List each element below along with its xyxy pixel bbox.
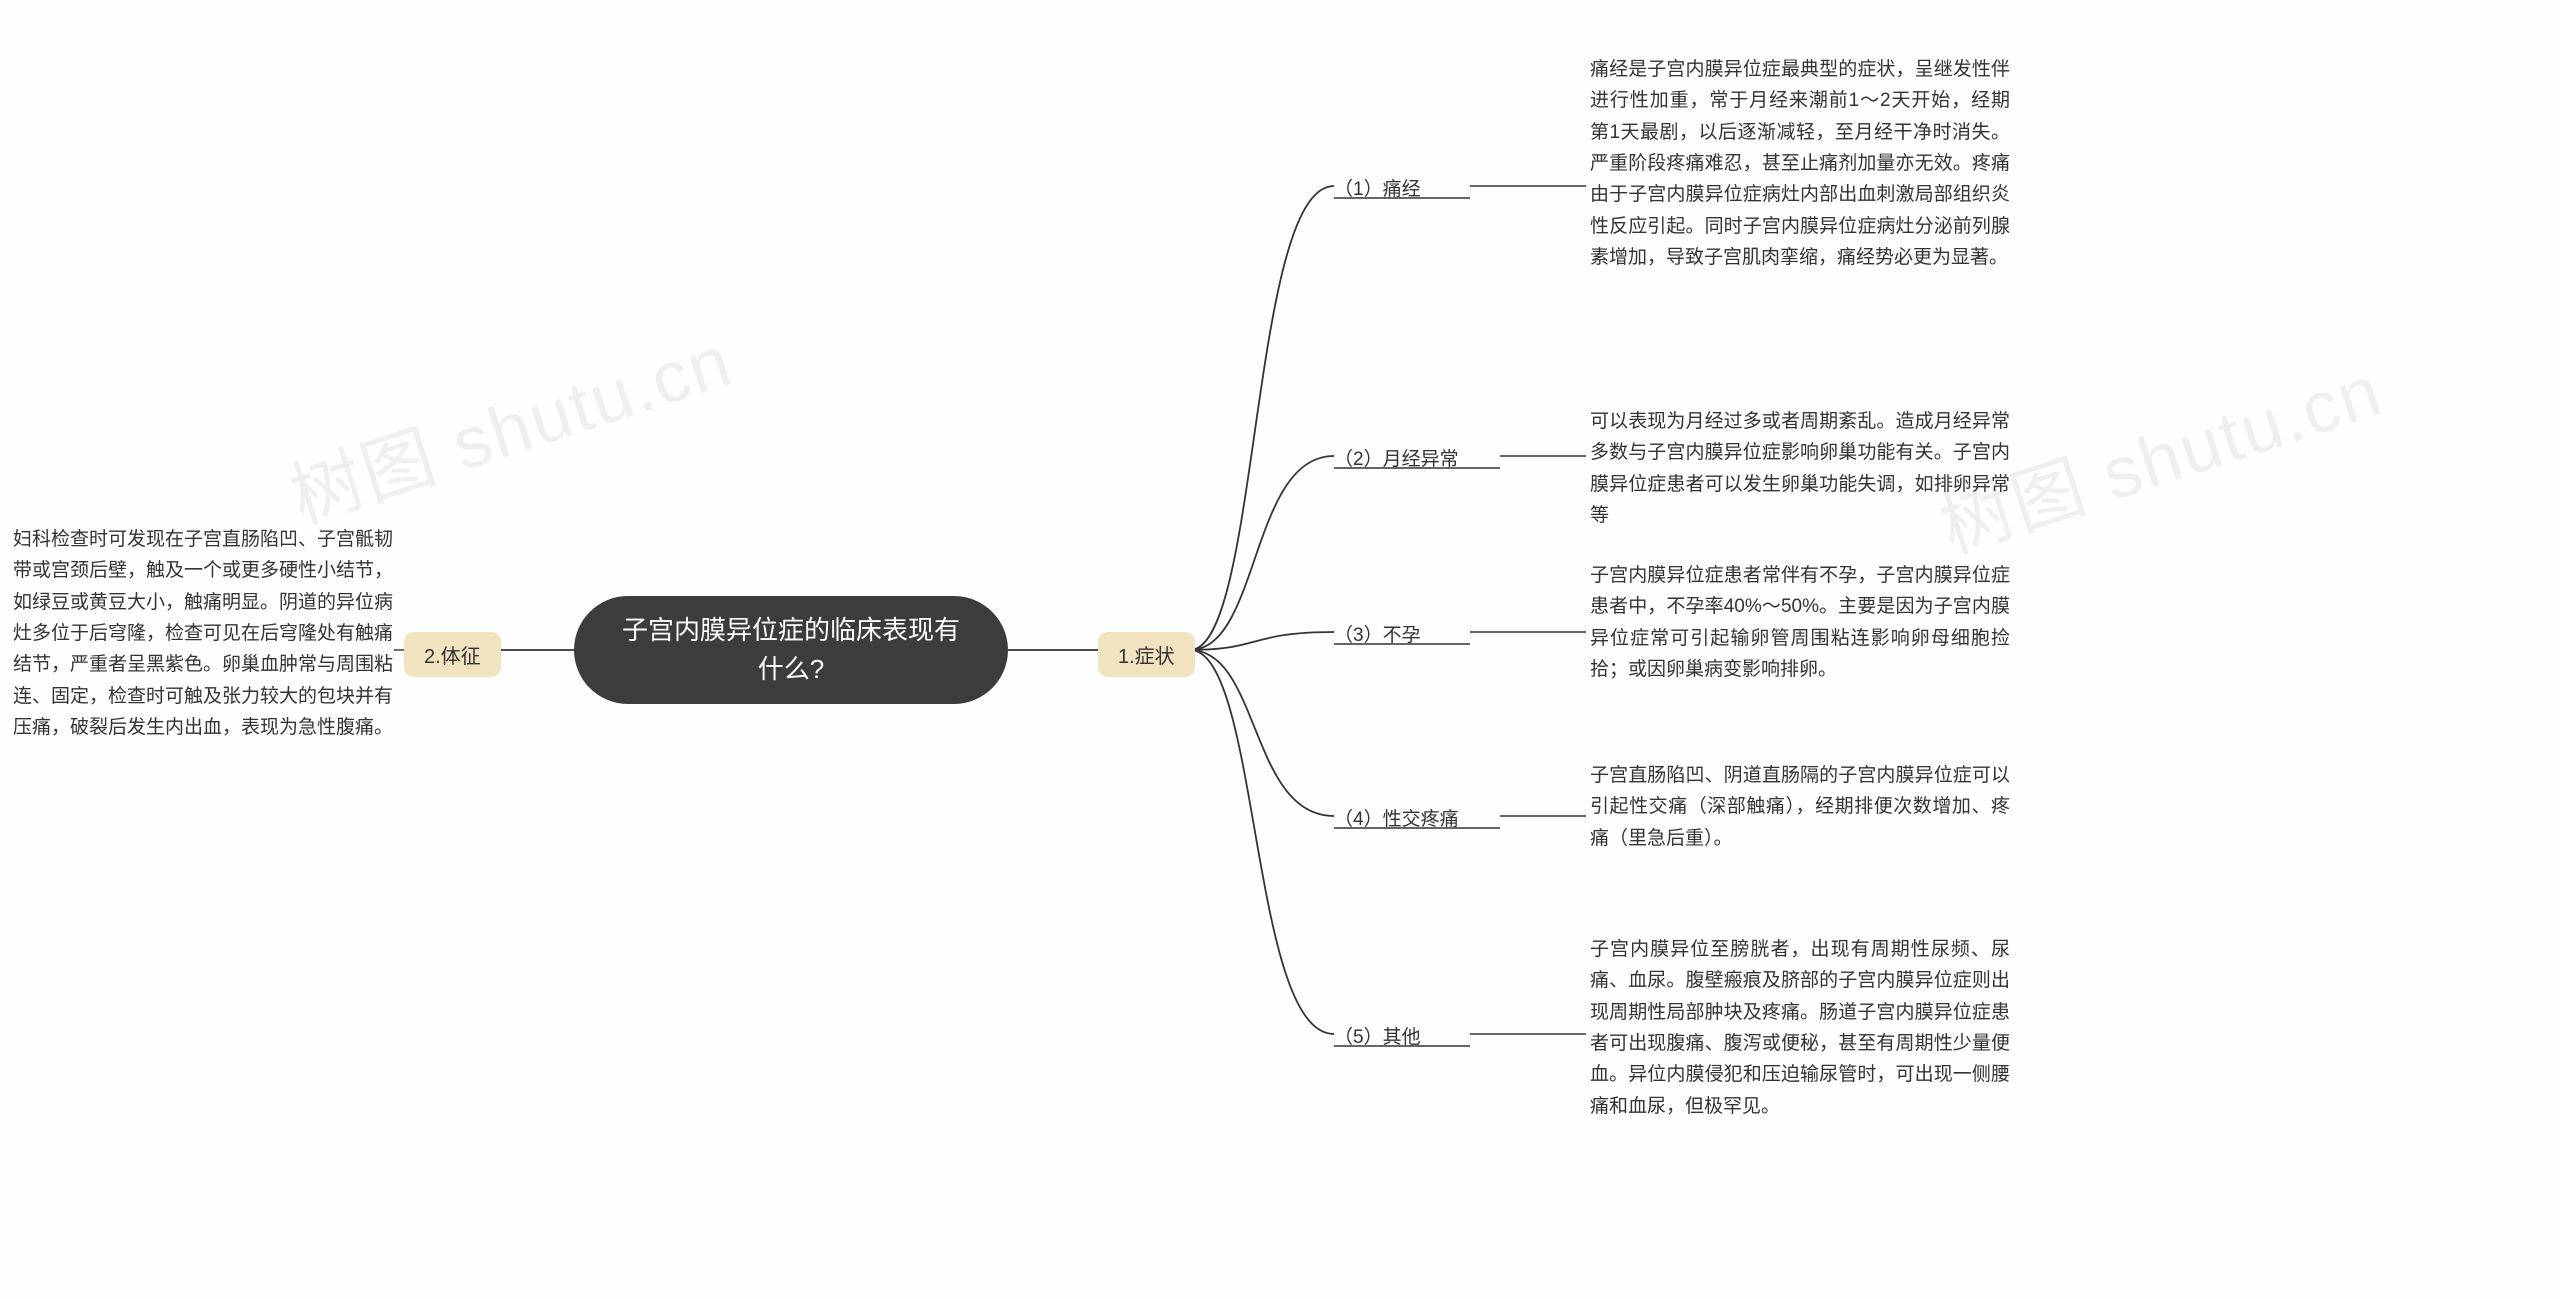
leaf-signs: 妇科检查时可发现在子宫直肠陷凹、子宫骶韧带或宫颈后壁，触及一个或更多硬性小结节，…	[13, 524, 393, 743]
node-menstrual-abnormal[interactable]: （2）月经异常	[1334, 444, 1459, 471]
branch-symptoms-label: 1.症状	[1118, 646, 1175, 668]
leaf-menstrual-abnormal: 可以表现为月经过多或者周期紊乱。造成月经异常多数与子宫内膜异位症影响卵巢功能有关…	[1590, 406, 2010, 531]
leaf-other: 子宫内膜异位至膀胱者，出现有周期性尿频、尿痛、血尿。腹壁瘢痕及脐部的子宫内膜异位…	[1590, 934, 2010, 1122]
root-title: 子宫内膜异位症的临床表现有什么?	[614, 611, 968, 689]
branch-signs-label: 2.体征	[424, 646, 481, 668]
node-dyspareunia-label: （4）性交疼痛	[1334, 809, 1459, 830]
node-other-label: （5）其他	[1334, 1027, 1421, 1048]
node-dyspareunia[interactable]: （4）性交疼痛	[1334, 804, 1459, 831]
node-infertility-label: （3）不孕	[1334, 625, 1421, 646]
node-menstrual-abnormal-label: （2）月经异常	[1334, 449, 1459, 470]
node-infertility[interactable]: （3）不孕	[1334, 620, 1421, 647]
watermark-left: 树图 shutu.cn	[275, 302, 743, 543]
node-dysmenorrhea[interactable]: （1）痛经	[1334, 174, 1421, 201]
leaf-infertility: 子宫内膜异位症患者常伴有不孕，子宫内膜异位症患者中，不孕率40%～50%。主要是…	[1590, 560, 2010, 685]
leaf-dyspareunia: 子宫直肠陷凹、阴道直肠隔的子宫内膜异位症可以引起性交痛（深部触痛），经期排便次数…	[1590, 760, 2010, 854]
branch-signs[interactable]: 2.体征	[404, 632, 501, 677]
node-dysmenorrhea-label: （1）痛经	[1334, 179, 1421, 200]
mindmap-canvas: 树图 shutu.cn 树图 shutu.cn 子宫内膜异位症的临床表现有什么?…	[0, 0, 2560, 1299]
root-node[interactable]: 子宫内膜异位症的临床表现有什么?	[574, 596, 1008, 704]
branch-symptoms[interactable]: 1.症状	[1098, 632, 1195, 677]
node-other[interactable]: （5）其他	[1334, 1022, 1421, 1049]
leaf-dysmenorrhea: 痛经是子宫内膜异位症最典型的症状，呈继发性伴进行性加重，常于月经来潮前1～2天开…	[1590, 54, 2010, 273]
